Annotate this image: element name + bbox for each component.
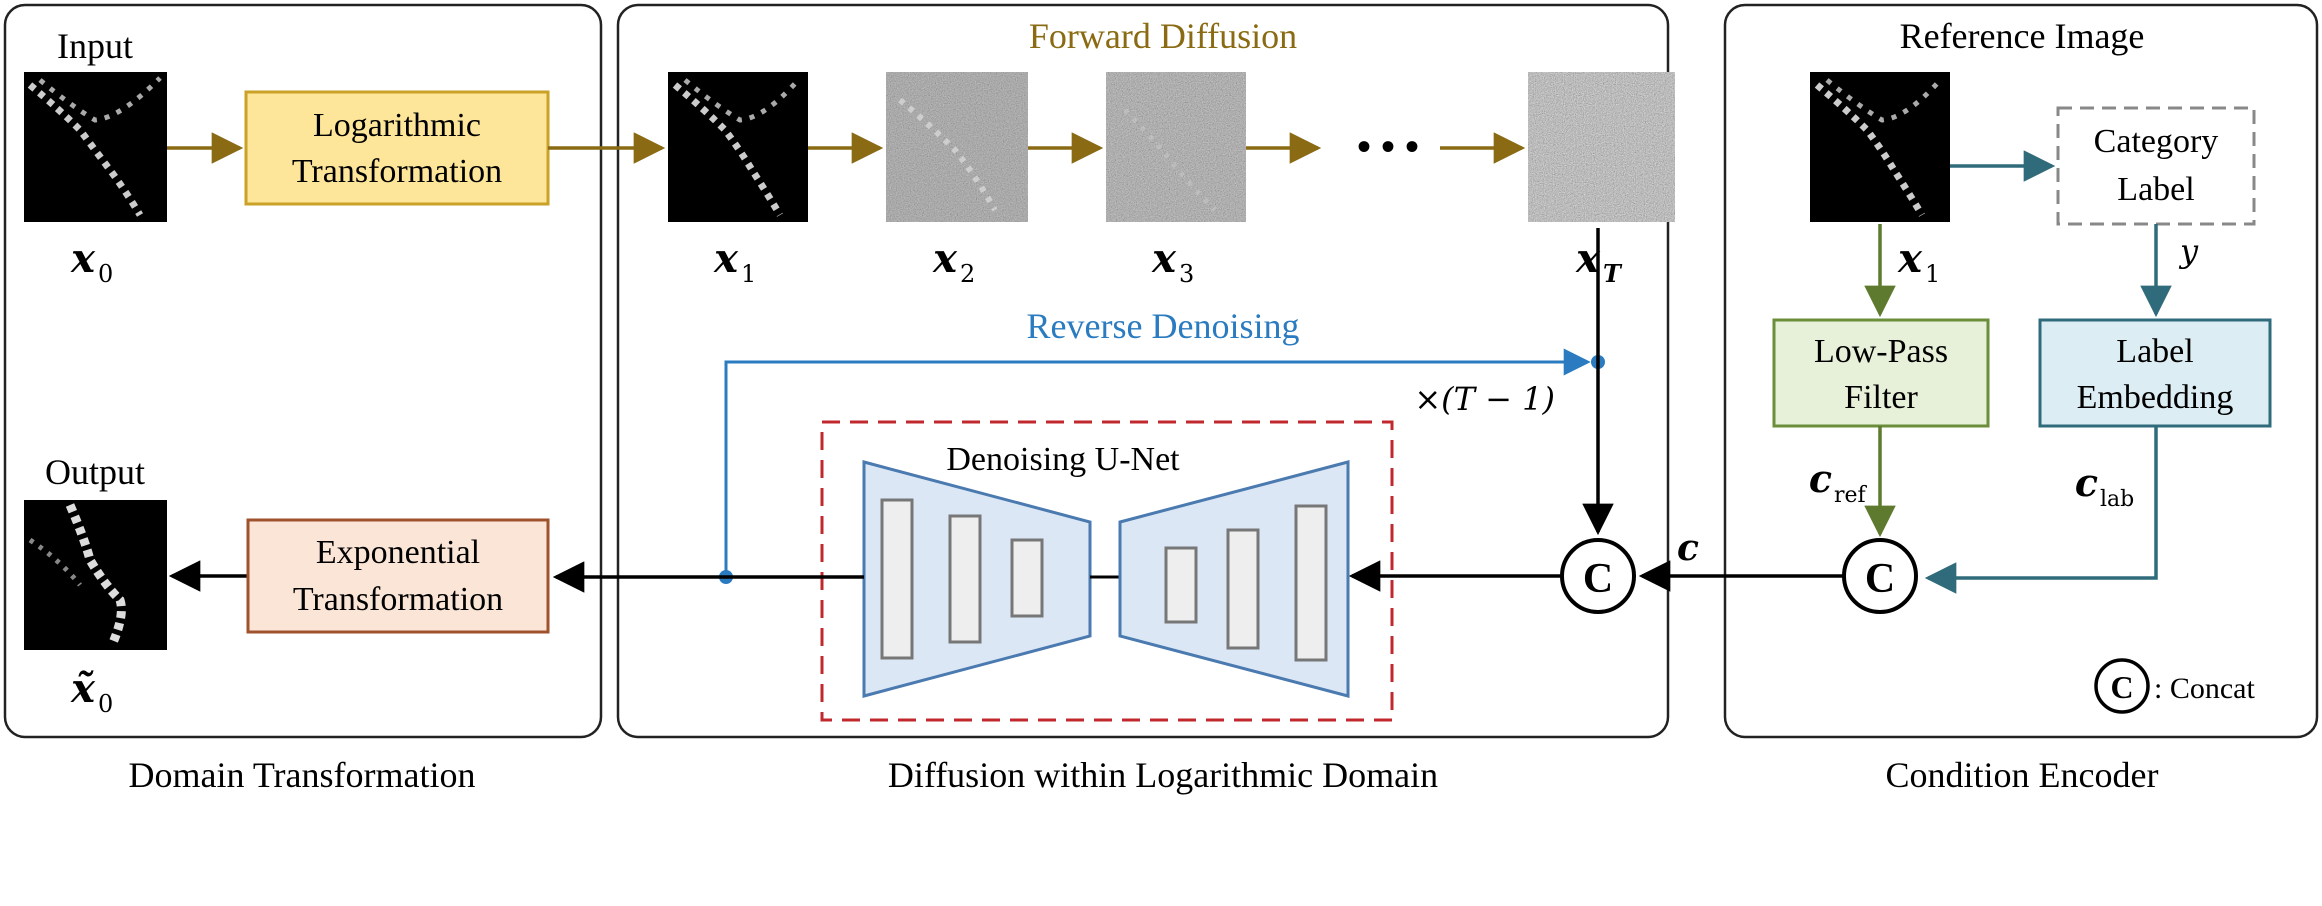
domain-caption: Domain Transformation [129, 755, 476, 795]
output-label: Output [45, 452, 145, 492]
lpf-box-line2: Filter [1844, 379, 1918, 416]
clab-label: c [2075, 460, 2098, 505]
forward-diffusion-title: Forward Diffusion [1029, 16, 1297, 56]
concat-legend-icon: C [2094, 658, 2150, 714]
diffusion-caption: Diffusion within Logarithmic Domain [888, 755, 1438, 795]
log-box-line2: Transformation [292, 153, 502, 190]
reference-image [1810, 72, 1950, 222]
diffusion-panel [616, 3, 1670, 739]
exp-box-line2: Transformation [293, 581, 503, 618]
ref-x1-subscript: 1 [1925, 260, 1940, 288]
exp-box-line1: Exponential [316, 534, 480, 571]
c-label: c [1677, 527, 1699, 569]
unet-box [820, 420, 1394, 722]
category-box-line2: Label [2117, 171, 2194, 208]
x1-subscript: 1 [741, 260, 756, 288]
condition-caption: Condition Encoder [1886, 755, 2159, 795]
lpf-box-line1: Low-Pass [1814, 333, 1948, 370]
y-label: y [2178, 232, 2199, 270]
x1-label: x [713, 235, 739, 282]
cref-subscript: ref [1834, 483, 1868, 508]
emb-box-line1: Label [2116, 333, 2193, 370]
input-label: Input [57, 26, 133, 66]
svg-text:C: C [1583, 556, 1613, 602]
x0tilde-label: x̃ [70, 665, 96, 712]
x2-subscript: 2 [960, 260, 975, 288]
low-pass-filter-box: Low-Pass Filter [1772, 318, 1990, 428]
category-box-line1: Category [2094, 123, 2219, 160]
unet-title: Denoising U-Net [946, 441, 1180, 478]
x2-image [886, 72, 1028, 222]
output-image [24, 500, 167, 650]
concat-main-icon: C [1560, 538, 1636, 614]
input-image [24, 72, 167, 222]
x0-label: x [70, 235, 96, 282]
exp-transform-box: Exponential Transformation [246, 518, 550, 634]
domain-panel [3, 3, 603, 739]
x3-subscript: 3 [1179, 260, 1194, 288]
x1-image [668, 72, 808, 222]
condition-panel [1723, 3, 2319, 739]
ref-x1-label: x [1897, 235, 1923, 282]
xT-subscript: T [1603, 259, 1623, 288]
repeat-label: ×(T − 1) [1414, 380, 1555, 418]
reverse-loop-line [724, 348, 1591, 577]
unet-encoder [862, 460, 1092, 698]
log-box-line1: Logarithmic [313, 107, 481, 144]
ellipsis: • • • [1357, 124, 1419, 169]
arrow-emb-to-concat [1924, 426, 2158, 594]
svg-text:C: C [1865, 556, 1895, 602]
x0tilde-subscript: 0 [98, 690, 113, 718]
emb-box-line2: Embedding [2077, 379, 2234, 416]
label-embedding-box: Label Embedding [2038, 318, 2272, 428]
svg-text:C: C [2110, 669, 2133, 705]
reference-image-title: Reference Image [1900, 16, 2145, 56]
x2-label: x [932, 235, 958, 282]
concat-legend-label: : Concat [2154, 672, 2255, 705]
cref-label: c [1809, 456, 1832, 501]
log-transform-box: Logarithmic Transformation [244, 90, 550, 206]
category-label-box: Category Label [2056, 106, 2256, 226]
x3-label: x [1151, 235, 1177, 282]
xT-image [1528, 72, 1675, 222]
x0-subscript: 0 [98, 260, 113, 288]
unet-decoder [1118, 460, 1350, 698]
clab-subscript: lab [2100, 487, 2134, 512]
reverse-denoising-title: Reverse Denoising [1027, 306, 1300, 346]
x3-image [1106, 72, 1246, 222]
concat-condition-icon: C [1842, 538, 1918, 614]
